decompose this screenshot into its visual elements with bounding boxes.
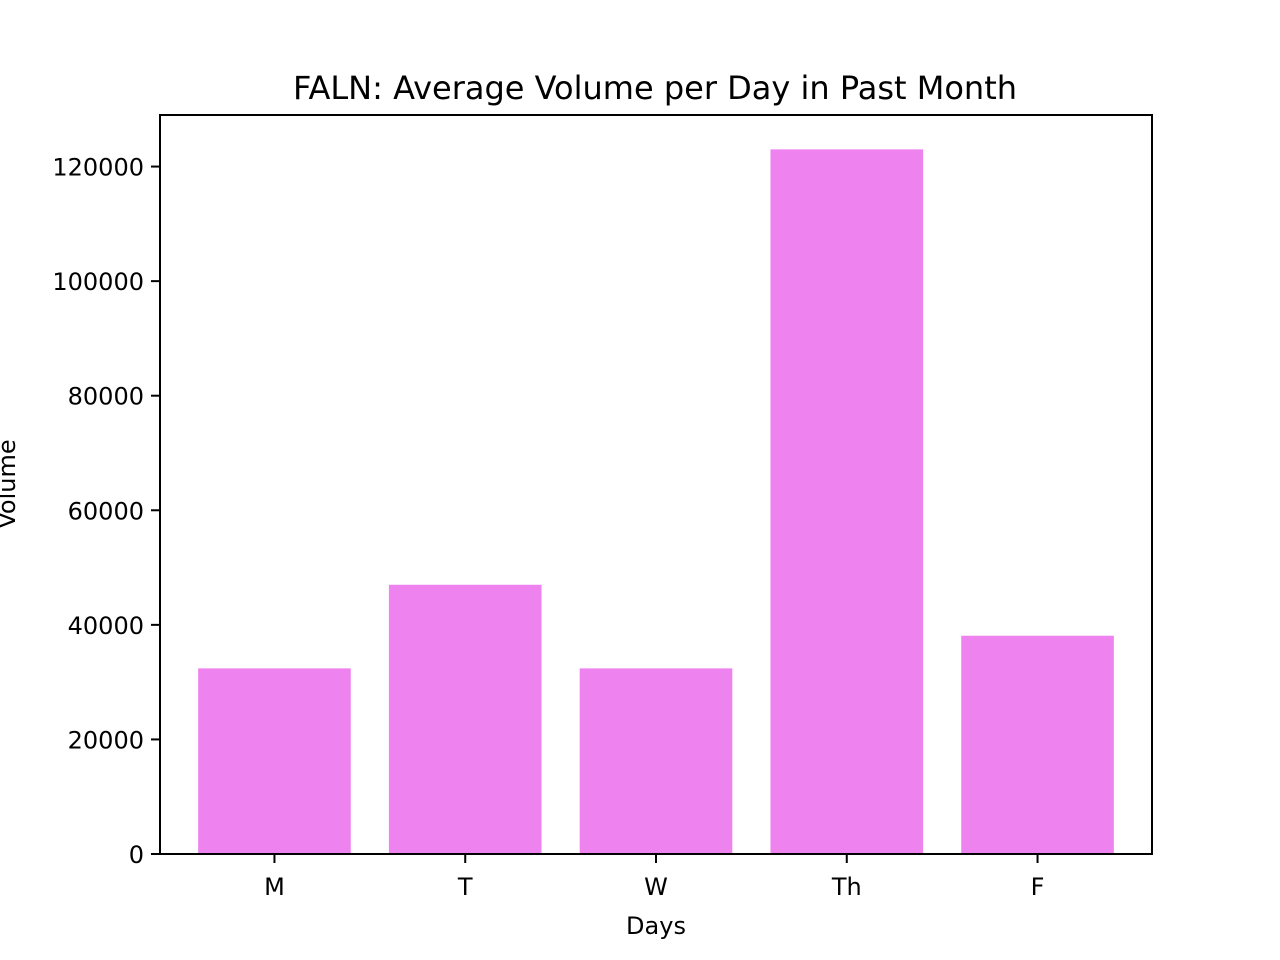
y-tick-label: 120000 [52,154,144,182]
bar-f [961,635,1114,854]
x-tick-label: Th [831,873,862,901]
x-tick-label: W [644,873,668,901]
y-tick-label: 60000 [68,497,144,525]
y-tick-label: 0 [129,841,144,869]
bar-t [388,584,542,854]
y-tick-label: 40000 [68,612,144,640]
bar-w [579,668,733,854]
y-axis-ticks: 0 20000 40000 60000 80000 100000 120000 [52,154,160,869]
bar-th [770,149,924,855]
bar-m [198,668,351,854]
x-tick-label: F [1031,873,1045,901]
y-axis-title: Volume [0,439,21,528]
x-axis-title: Days [626,912,686,940]
y-tick-label: 100000 [52,268,144,296]
x-tick-label: M [264,873,285,901]
axes-frame [159,114,1153,855]
bars-group [198,149,1114,855]
chart-title: FALN: Average Volume per Day in Past Mon… [293,69,1017,107]
y-tick-label: 80000 [68,383,144,411]
x-tick-label: T [457,873,473,901]
y-tick-label: 20000 [68,726,144,754]
x-axis-ticks: M T W Th F [264,854,1044,901]
